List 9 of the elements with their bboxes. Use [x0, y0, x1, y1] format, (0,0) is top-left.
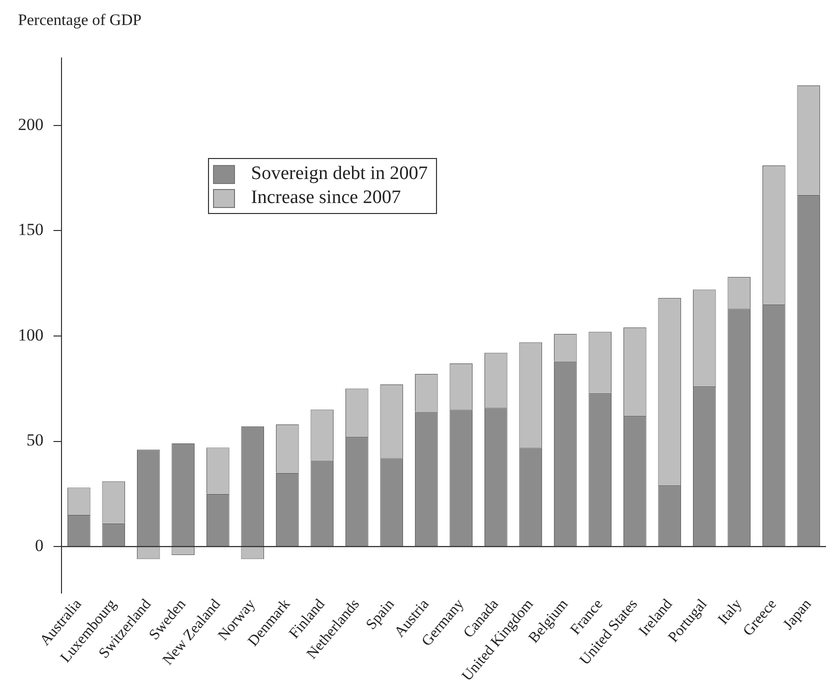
y-tick-label: 50: [26, 430, 44, 450]
legend-label: Increase since 2007: [251, 186, 401, 210]
y-tick-label: 100: [18, 325, 44, 344]
y-tick-label: 150: [18, 220, 44, 240]
legend-label: Sovereign debt in 2007: [251, 162, 428, 186]
y-tick-label: 0: [35, 536, 44, 556]
x-tick-label: Italy: [715, 596, 746, 628]
y-tick-label: 200: [18, 114, 44, 134]
y-axis-title: Percentage of GDP: [18, 12, 142, 30]
